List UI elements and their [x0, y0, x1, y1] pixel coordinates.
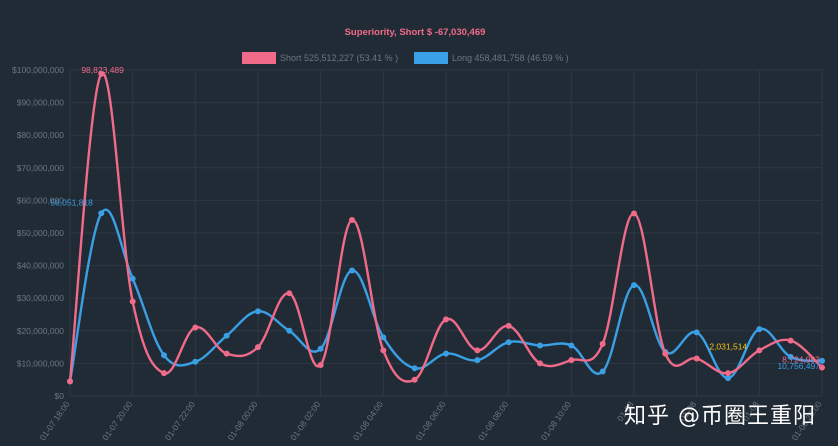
data-label: 2,031,514 — [709, 341, 747, 351]
data-point[interactable] — [568, 342, 575, 349]
data-point[interactable] — [725, 375, 731, 382]
data-labels: 98,823,489 56,051,818 2,031,514 8,724,98310… — [50, 65, 820, 371]
data-point[interactable] — [380, 347, 387, 354]
y-tick-label: $100,000,000 — [12, 65, 64, 75]
data-point[interactable] — [161, 352, 167, 359]
y-tick-label: $90,000,000 — [17, 98, 65, 108]
data-point[interactable] — [819, 364, 825, 371]
y-tick-label: $60,000,000 — [17, 195, 65, 205]
y-tick-label: $0 — [55, 391, 65, 401]
data-point[interactable] — [67, 378, 73, 385]
data-point[interactable] — [443, 316, 449, 323]
data-point[interactable] — [787, 337, 794, 344]
data-label: 56,051,818 — [50, 197, 93, 207]
data-point[interactable] — [787, 353, 794, 360]
x-tick-label: 01-07 22:00 — [163, 399, 197, 442]
x-tick-label: 01-07 18:00 — [37, 399, 71, 442]
data-point[interactable] — [192, 358, 199, 365]
legend[interactable]: Short 525,512,227 (53.41 % ) Long 458,481… — [242, 52, 569, 64]
series-layer — [67, 70, 825, 385]
data-label: 10,756,497 — [777, 361, 820, 371]
data-point[interactable] — [756, 326, 763, 333]
data-point[interactable] — [631, 210, 637, 217]
x-tick-label: 01-08 08:00 — [476, 399, 510, 442]
data-point[interactable] — [725, 370, 731, 377]
data-point[interactable] — [317, 362, 324, 369]
y-tick-label: $40,000,000 — [17, 261, 65, 271]
chart-title: Superiority, Short $ -67,030,469 — [345, 27, 486, 38]
data-point[interactable] — [286, 327, 293, 334]
y-tick-label: $70,000,000 — [17, 163, 65, 173]
data-point[interactable] — [129, 275, 136, 282]
data-point[interactable] — [693, 329, 700, 336]
data-point[interactable] — [537, 360, 543, 367]
data-point[interactable] — [474, 347, 481, 354]
x-tick-label: 01-08 10:00 — [539, 399, 573, 442]
data-point[interactable] — [98, 70, 105, 77]
x-tick-label: 01-07 20:00 — [100, 399, 134, 442]
data-point[interactable] — [411, 376, 418, 383]
data-point[interactable] — [443, 350, 449, 357]
data-point[interactable] — [255, 308, 261, 315]
watermark: 知乎 @币圈王重阳 — [624, 404, 816, 429]
x-tick-label: 01-08 00:00 — [225, 399, 259, 442]
series-0 — [67, 70, 825, 385]
y-tick-label: $50,000,000 — [17, 228, 65, 238]
y-tick-label: $10,000,000 — [17, 358, 65, 368]
data-label: 8,724,983 — [782, 355, 820, 365]
y-tick-label: $80,000,000 — [17, 130, 65, 140]
legend-swatch — [414, 52, 448, 64]
legend-label: Long 458,481,758 (46.59 % ) — [452, 53, 569, 63]
data-point[interactable] — [505, 322, 512, 329]
data-point[interactable] — [568, 357, 575, 364]
grid — [69, 69, 823, 397]
y-axis: $0 $10,000,000 $20,000,000 $30,000,000 $40,0… — [12, 65, 64, 401]
data-point[interactable] — [161, 370, 167, 377]
data-point[interactable] — [693, 355, 700, 362]
legend-swatch — [242, 52, 276, 64]
data-point[interactable] — [317, 345, 324, 352]
data-point[interactable] — [599, 368, 606, 375]
data-point[interactable] — [349, 267, 355, 274]
series-1 — [67, 208, 825, 385]
data-point[interactable] — [474, 357, 481, 364]
y-tick-label: $20,000,000 — [17, 326, 65, 336]
data-point[interactable] — [631, 282, 637, 289]
data-point[interactable] — [98, 210, 105, 217]
data-point[interactable] — [129, 298, 136, 305]
legend-item[interactable]: Short 525,512,227 (53.41 % ) — [242, 52, 398, 64]
data-point[interactable] — [380, 334, 387, 341]
data-label: 98,823,489 — [81, 65, 124, 75]
data-point[interactable] — [537, 342, 543, 349]
data-point[interactable] — [349, 216, 355, 223]
x-tick-label: 01-08 06:00 — [413, 399, 447, 442]
y-tick-label: $30,000,000 — [17, 293, 65, 303]
data-point[interactable] — [286, 290, 293, 297]
data-point[interactable] — [192, 324, 199, 331]
x-tick-label: 01-08 02:00 — [288, 399, 322, 442]
data-point[interactable] — [819, 357, 825, 364]
data-point[interactable] — [411, 365, 418, 372]
data-point[interactable] — [255, 344, 261, 351]
legend-label: Short 525,512,227 (53.41 % ) — [280, 53, 398, 63]
legend-item[interactable]: Long 458,481,758 (46.59 % ) — [414, 52, 569, 64]
data-point[interactable] — [599, 340, 606, 347]
x-tick-label: 01-08 04:00 — [351, 399, 385, 442]
data-point[interactable] — [756, 347, 763, 354]
series-line — [68, 72, 823, 383]
data-point[interactable] — [662, 350, 669, 357]
data-point[interactable] — [223, 332, 230, 339]
data-point[interactable] — [505, 339, 512, 346]
data-point[interactable] — [223, 350, 230, 357]
